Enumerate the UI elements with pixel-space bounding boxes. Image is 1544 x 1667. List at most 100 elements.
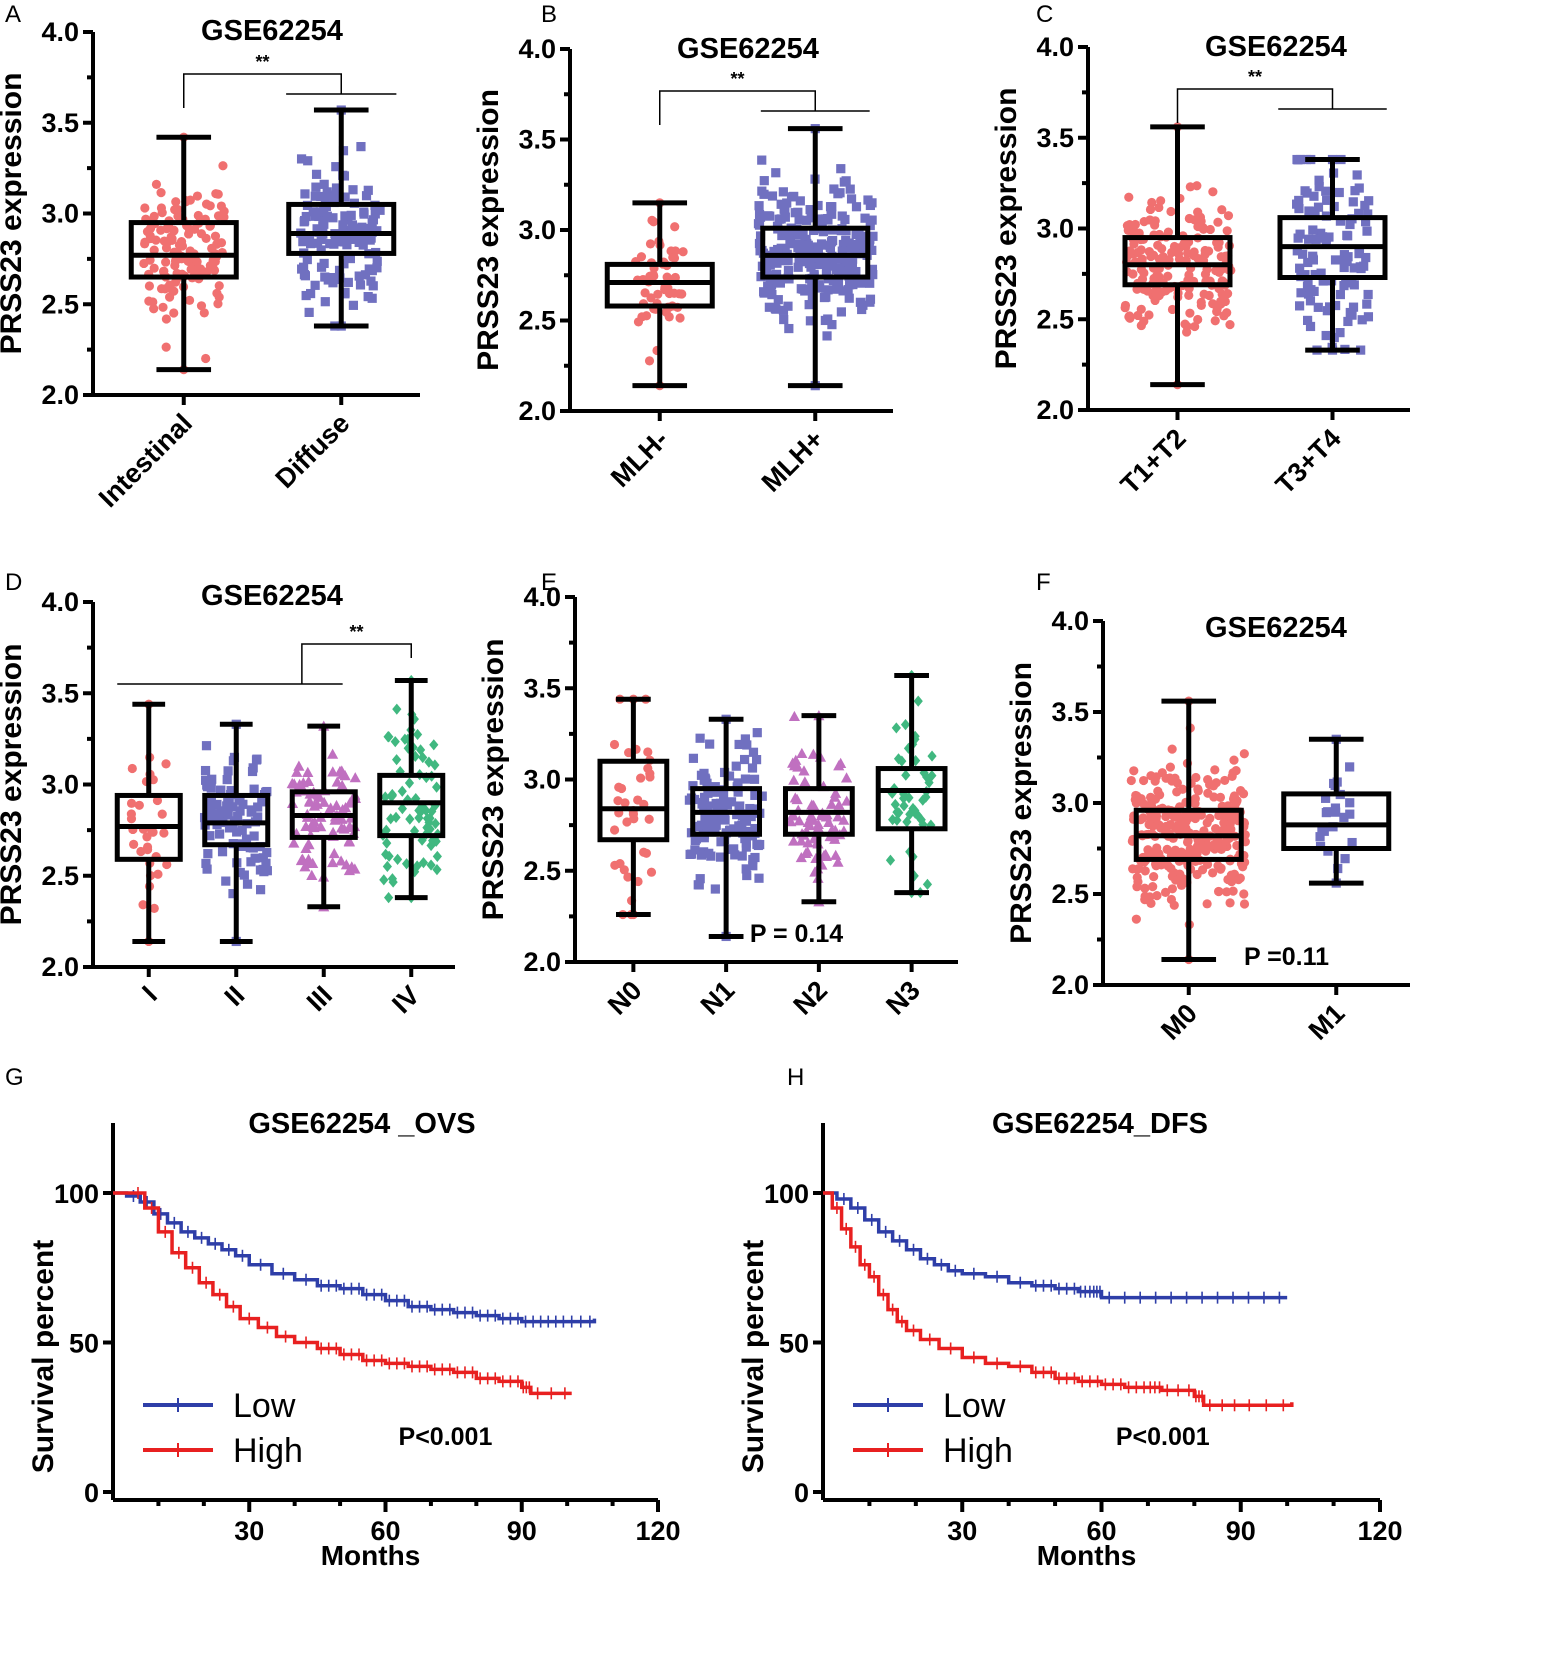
survival-curve: [113, 1191, 597, 1324]
data-point: [388, 876, 398, 888]
data-point: [823, 285, 833, 295]
data-point: [1216, 863, 1226, 873]
data-point: [835, 757, 847, 768]
y-tick-label: 2.5: [41, 861, 79, 891]
panel-letter: H: [787, 1064, 804, 1091]
data-point: [134, 800, 144, 810]
data-point: [805, 284, 815, 294]
data-point: [1345, 809, 1355, 819]
data-point: [201, 199, 212, 209]
legend-label: High: [943, 1432, 1013, 1470]
data-point: [403, 794, 413, 806]
data-point: [891, 722, 901, 734]
data-point: [1134, 863, 1144, 874]
data-point: [807, 799, 820, 811]
group-i: [114, 699, 183, 947]
data-point: [1155, 288, 1165, 298]
data-point: [841, 795, 853, 806]
data-point: [705, 739, 715, 749]
data-point: [149, 263, 159, 273]
data-point: [1310, 269, 1320, 280]
data-point: [729, 844, 739, 854]
data-point: [1224, 811, 1235, 821]
data-point: [418, 751, 428, 764]
data-point: [861, 278, 871, 288]
data-point: [334, 765, 346, 777]
data-point: [367, 266, 377, 276]
data-point: [674, 289, 684, 299]
data-point: [696, 850, 707, 860]
x-tick-label: 90: [1226, 1516, 1256, 1546]
y-axis-label: Survival percent: [27, 1240, 60, 1473]
data-point: [766, 287, 776, 297]
panel-letter: D: [5, 569, 22, 596]
data-point: [193, 210, 203, 221]
data-point: [363, 185, 373, 195]
survival-curve: [823, 1191, 1294, 1408]
data-point: [1345, 762, 1355, 772]
data-point: [166, 232, 176, 242]
panel-f: F GSE62254 2.0 2.5 3.0 3.5 4.0 PRSS23 expressio…: [1005, 569, 1410, 1046]
data-point: [151, 235, 161, 245]
data-point: [827, 202, 837, 212]
data-point: [340, 192, 350, 202]
data-point: [828, 275, 838, 286]
x-tick-label: 120: [635, 1516, 680, 1546]
data-point: [785, 229, 795, 240]
data-point: [1228, 886, 1238, 896]
data-point: [829, 787, 842, 798]
data-point: [202, 864, 212, 874]
data-point: [308, 800, 321, 811]
significance-label: **: [350, 622, 364, 642]
data-point: [791, 793, 803, 805]
data-point: [863, 195, 873, 205]
y-axis-label: PRSS23 expression: [990, 88, 1023, 370]
data-point: [305, 239, 316, 249]
bracket-line: [301, 643, 412, 684]
data-point: [763, 211, 773, 221]
data-point: [426, 839, 436, 852]
data-point: [1138, 775, 1149, 786]
data-point: [412, 860, 422, 872]
group-mlh-: [753, 124, 878, 391]
data-point: [162, 859, 172, 870]
data-point: [331, 162, 341, 172]
data-point: [819, 292, 830, 303]
data-point: [1349, 263, 1359, 273]
data-point: [821, 266, 832, 276]
data-point: [1294, 203, 1304, 214]
data-point: [825, 241, 835, 251]
data-point: [771, 168, 781, 178]
data-point: [832, 856, 844, 867]
data-point: [205, 831, 215, 841]
group-n3: [875, 669, 948, 899]
data-point: [778, 187, 788, 197]
data-point: [339, 259, 349, 269]
data-point: [174, 240, 185, 250]
data-point: [432, 781, 442, 793]
data-point: [1334, 187, 1344, 198]
data-point: [616, 783, 627, 794]
data-point: [768, 275, 778, 285]
data-point: [846, 194, 857, 204]
data-point: [762, 267, 772, 277]
x-tick-label: N0: [602, 975, 648, 1021]
data-point: [797, 240, 807, 250]
data-point: [779, 314, 789, 325]
data-point: [716, 837, 726, 847]
data-point: [1321, 186, 1331, 196]
chart-title: GSE62254: [201, 15, 343, 47]
data-point: [1212, 238, 1222, 248]
data-point: [845, 280, 855, 290]
data-point: [1226, 877, 1237, 887]
y-tick-label: 4.0: [41, 587, 79, 617]
y-tick-label: 3.5: [1051, 697, 1089, 727]
data-point: [850, 278, 860, 288]
box-iqr: [760, 225, 871, 280]
bracket-line: [1176, 88, 1334, 123]
data-point: [913, 809, 923, 821]
chart-title: GSE62254: [1205, 612, 1347, 644]
data-point: [1295, 229, 1305, 239]
data-point: [262, 847, 272, 858]
